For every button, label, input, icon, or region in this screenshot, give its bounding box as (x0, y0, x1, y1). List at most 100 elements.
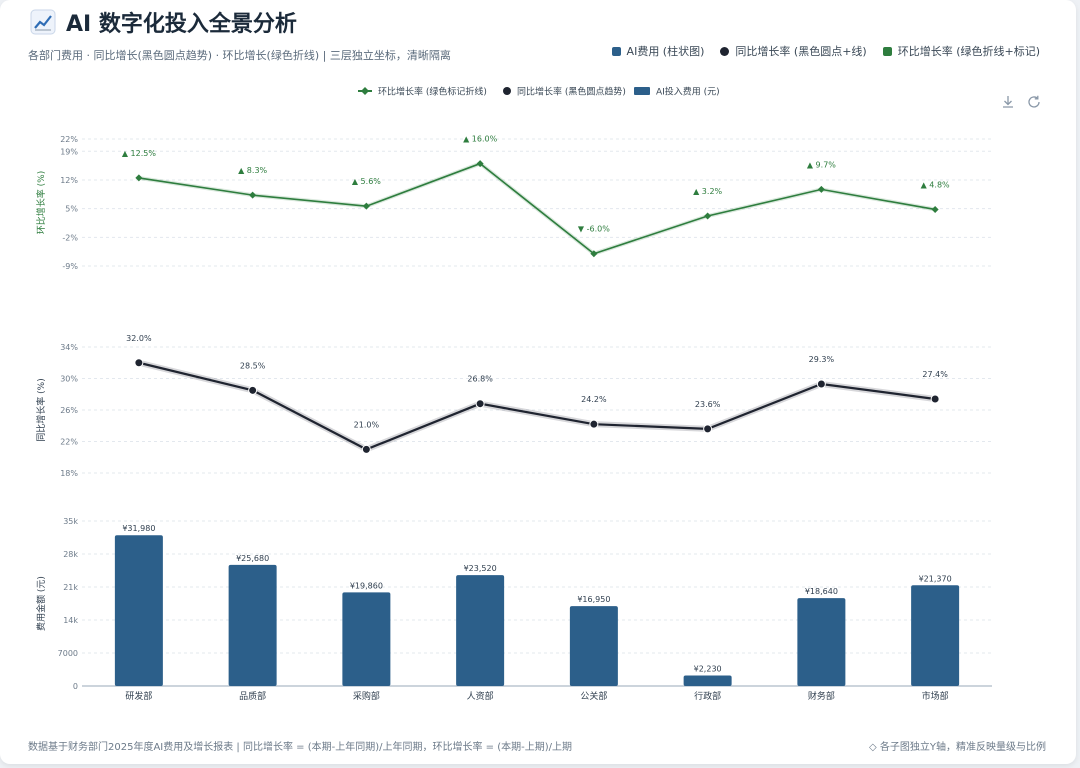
y-tick-label: 7000 (58, 649, 78, 658)
data-label: ▲ 16.0% (463, 135, 498, 144)
data-label: ▲ 8.3% (238, 166, 267, 175)
bar-value-label: ¥21,370 (919, 574, 952, 583)
x-tick-label: 品质部 (239, 690, 266, 702)
data-label: 29.3% (809, 355, 835, 364)
legend-item-mom[interactable]: 环比增长率 (绿色折线+标记) (882, 43, 1040, 59)
data-point-diamond (590, 250, 598, 258)
data-label: ▲ 9.7% (807, 160, 836, 169)
data-point-diamond (362, 202, 370, 210)
data-label: ▲ 5.6% (352, 177, 381, 186)
x-tick-label: 公关部 (580, 690, 607, 702)
legend-text-yoy: 同比增长率 (黑色圆点趋势) (517, 86, 626, 98)
data-point-circle (930, 394, 940, 404)
top-legend: AI费用 (柱状图) 同比增长率 (黑色圆点+线) 环比增长率 (绿色折线+标记… (611, 43, 1040, 59)
data-point-circle (816, 379, 826, 389)
chart-trend-icon (30, 9, 56, 35)
chart-canvas: 环比增长率 (绿色标记折线) 同比增长率 (黑色圆点趋势) AI投入费用 (元) -9… (35, 86, 992, 702)
data-label: 21.0% (354, 420, 380, 429)
y-tick-label: 21k (63, 583, 78, 592)
legend-label: 同比增长率 (黑色圆点+线) (735, 45, 867, 58)
data-point-diamond (249, 191, 257, 199)
legend-item-cost[interactable]: AI费用 (柱状图) (611, 43, 705, 59)
footer-axis-note: ◇ 各子图独立Y轴，精准反映量级与比例 (869, 742, 1046, 753)
bar (683, 675, 732, 686)
data-label: 27.4% (922, 370, 948, 379)
bar (456, 575, 505, 686)
y-tick-label: -2% (62, 233, 78, 242)
series-line-shadow (138, 359, 936, 453)
refresh-icon[interactable] (1026, 94, 1042, 110)
data-point-circle (134, 358, 144, 368)
y-tick-label: 26% (60, 406, 78, 415)
bar (228, 564, 277, 686)
x-tick-label: 采购部 (353, 690, 380, 702)
data-label: 28.5% (240, 361, 266, 370)
data-label: 24.2% (581, 395, 607, 404)
data-label: 23.6% (695, 400, 721, 409)
data-label: 32.0% (126, 334, 152, 343)
legend-swatch-square-icon (882, 46, 892, 56)
y-tick-label: 35k (63, 517, 78, 526)
data-point-circle (589, 419, 599, 429)
y-tick-label: 28k (63, 550, 78, 559)
data-label: ▲ 3.2% (693, 187, 722, 196)
page-title: AI 数字化投入全景分析 (66, 12, 297, 37)
legend-label: 环比增长率 (绿色折线+标记) (897, 45, 1040, 58)
download-icon[interactable] (1000, 94, 1016, 110)
x-tick-label: 人资部 (467, 690, 494, 702)
bar-value-label: ¥2,230 (694, 664, 722, 673)
data-label: ▼ -6.0% (578, 225, 610, 234)
data-point-diamond (135, 174, 143, 182)
bar-value-label: ¥23,520 (464, 564, 497, 573)
legend-item-yoy[interactable]: 同比增长率 (黑色圆点+线) (720, 43, 867, 59)
y-tick-label: 22% (60, 438, 78, 447)
chart-toolbox (1000, 94, 1042, 110)
series-line (138, 162, 936, 255)
legend-text-mom: 环比增长率 (绿色标记折线) (378, 86, 487, 98)
bar-value-label: ¥31,980 (122, 524, 155, 533)
bar-value-label: ¥16,950 (577, 595, 610, 604)
x-tick-label: 财务部 (808, 690, 835, 702)
y-tick-label: 12% (60, 176, 78, 185)
y-tick-label: 18% (60, 469, 78, 478)
legend-circle-icon (503, 87, 511, 95)
y-tick-label: 5% (65, 205, 78, 214)
data-point-diamond (817, 185, 825, 193)
subtitle: 各部门费用 · 同比增长(黑色圆点趋势) · 环比增长(绿色折线) | 三层独立… (28, 49, 451, 62)
bar (569, 606, 618, 686)
bar (911, 585, 960, 686)
y-tick-label: 0 (73, 682, 78, 691)
data-point-diamond (476, 160, 484, 168)
x-tick-label: 市场部 (922, 690, 949, 702)
data-point-diamond (931, 205, 939, 213)
footer-note: 数据基于财务部门2025年度AI费用及增长报表 | 同比增长率 = (本期-上年… (28, 742, 572, 753)
y-axis-title: 费用金额 (元) (35, 576, 47, 631)
legend-label: AI费用 (柱状图) (626, 45, 705, 58)
x-tick-label: 行政部 (694, 690, 721, 702)
bar-value-label: ¥19,860 (350, 581, 383, 590)
data-point-circle (248, 385, 258, 395)
y-tick-label: 30% (60, 375, 78, 384)
y-tick-label: 19% (60, 147, 78, 156)
y-tick-label: 34% (60, 343, 78, 352)
legend-swatch-circle-icon (720, 46, 730, 56)
data-point-circle (361, 444, 371, 454)
data-point-diamond (704, 212, 712, 220)
data-label: 26.8% (467, 375, 493, 384)
bar-value-label: ¥18,640 (805, 587, 838, 596)
legend-text-cost: AI投入费用 (元) (656, 86, 720, 98)
data-point-circle (703, 424, 713, 434)
y-tick-label: -9% (62, 262, 78, 271)
legend-diamond-icon (361, 87, 369, 95)
legend-rect-icon (634, 87, 650, 95)
y-axis-title: 同比增长率 (%) (35, 378, 47, 441)
data-point-circle (475, 399, 485, 409)
y-axis-title: 环比增长率 (%) (35, 171, 47, 234)
data-label: ▲ 4.8% (921, 180, 950, 189)
data-label: ▲ 12.5% (122, 149, 157, 158)
bar (114, 535, 163, 686)
bar-value-label: ¥25,680 (236, 554, 269, 563)
y-tick-label: 22% (60, 135, 78, 144)
legend-swatch-square-icon (611, 46, 621, 56)
